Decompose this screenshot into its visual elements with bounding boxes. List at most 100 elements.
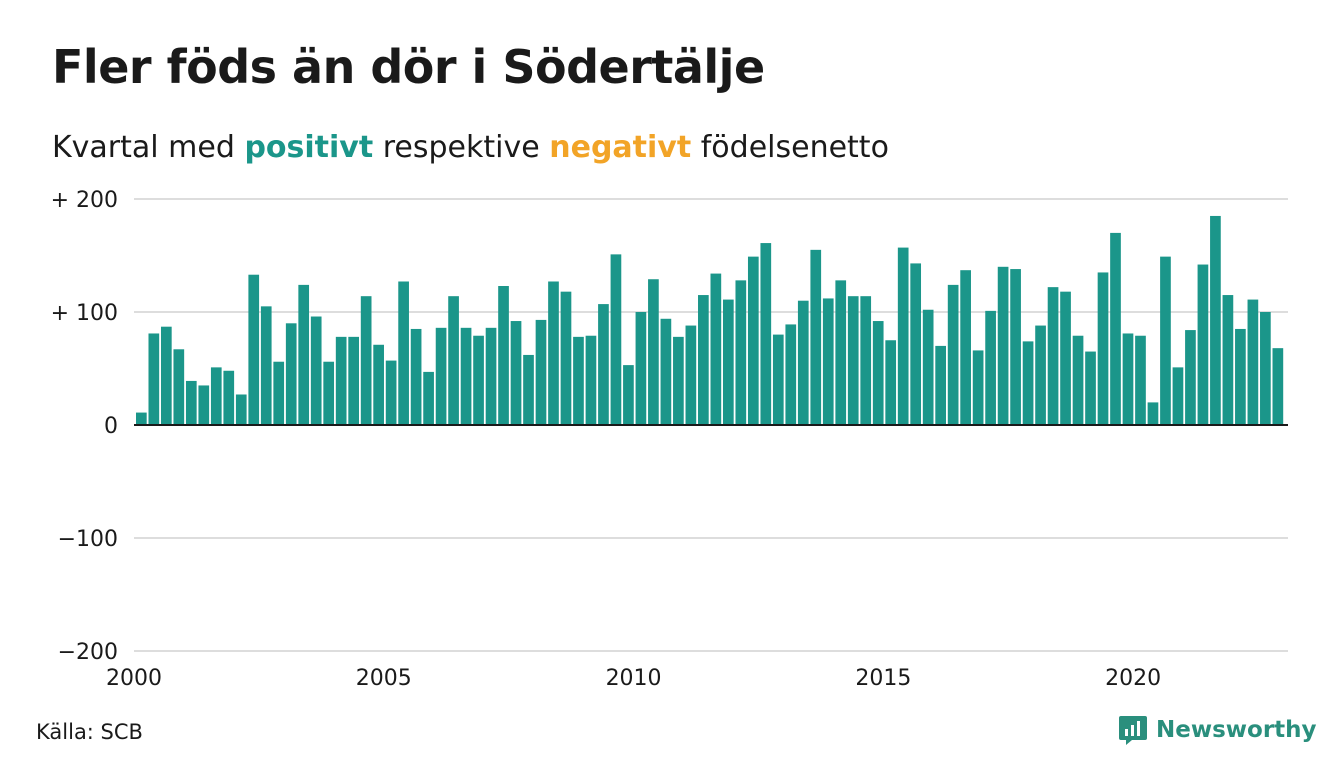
bar <box>1272 348 1284 425</box>
subtitle-negative: negativt <box>549 130 692 165</box>
bar <box>985 310 996 425</box>
bar <box>960 270 971 425</box>
bar <box>698 295 709 425</box>
x-tick-label: 2020 <box>1105 666 1161 691</box>
bar <box>772 334 784 425</box>
bar <box>148 333 160 425</box>
bar <box>623 365 634 425</box>
chart-subtitle: Kvartal med positivt respektive negativt… <box>52 130 889 165</box>
subtitle-text-middle: respektive <box>382 130 540 165</box>
source-note: Källa: SCB <box>36 720 143 744</box>
bar <box>573 336 584 425</box>
bar <box>835 280 847 425</box>
bar <box>935 345 946 425</box>
bar <box>922 309 934 425</box>
bar <box>1097 272 1109 425</box>
subtitle-text-after: födelsenetto <box>700 130 889 165</box>
y-tick-label: −200 <box>58 640 118 665</box>
bar <box>1072 335 1084 425</box>
bar <box>972 350 984 425</box>
bar <box>285 323 297 425</box>
y-tick-label: −100 <box>58 527 118 552</box>
bar <box>1085 351 1096 425</box>
bar <box>747 256 759 425</box>
bar <box>1160 256 1171 425</box>
bar <box>1185 330 1196 425</box>
bar <box>1122 333 1134 425</box>
bar <box>385 360 397 425</box>
bar <box>136 412 147 425</box>
x-tick-label: 2010 <box>606 666 662 691</box>
bar <box>535 319 547 425</box>
bar <box>1010 269 1021 425</box>
bar <box>910 263 922 425</box>
bar <box>860 296 872 425</box>
bar <box>298 284 310 425</box>
x-tick-label: 2000 <box>106 666 162 691</box>
y-tick-label: + 100 <box>51 301 118 326</box>
bar <box>897 247 909 425</box>
bar <box>1222 295 1234 425</box>
bar <box>1110 232 1121 425</box>
bar <box>1247 299 1259 425</box>
bar <box>185 380 197 425</box>
bar <box>785 324 797 425</box>
bar <box>448 296 459 425</box>
bar <box>198 385 210 425</box>
bar <box>498 286 509 425</box>
bar <box>997 266 1009 425</box>
bar <box>685 325 697 425</box>
bar <box>523 354 534 425</box>
bar <box>1172 367 1184 425</box>
bar <box>797 300 809 425</box>
bar <box>872 321 884 425</box>
bar <box>1147 402 1159 425</box>
bar <box>1022 341 1034 425</box>
bar <box>760 243 772 425</box>
subtitle-positive: positivt <box>244 130 374 165</box>
bar <box>1060 291 1071 425</box>
bar <box>398 281 409 425</box>
bar <box>710 273 722 425</box>
x-tick-label: 2015 <box>855 666 911 691</box>
bar <box>260 306 272 425</box>
brand-logo: Newsworthy <box>1118 714 1317 746</box>
bar <box>473 335 484 425</box>
bar <box>947 284 959 425</box>
x-tick-label: 2005 <box>356 666 412 691</box>
bar <box>323 361 335 425</box>
bar <box>173 349 185 425</box>
chart-title: Fler föds än dör i Södertälje <box>52 40 765 94</box>
bar <box>1135 335 1146 425</box>
bar <box>822 298 834 425</box>
bar <box>560 291 572 425</box>
bar <box>360 296 372 425</box>
bar <box>435 327 447 425</box>
bar <box>373 344 384 425</box>
bar <box>673 336 684 425</box>
subtitle-text-before: Kvartal med <box>52 130 235 165</box>
bar <box>1197 264 1209 425</box>
bar <box>235 394 247 425</box>
bar <box>1035 325 1046 425</box>
bar <box>248 274 260 425</box>
bar <box>1210 215 1221 425</box>
bar <box>335 336 347 425</box>
bar <box>273 361 285 425</box>
y-tick-label: 0 <box>104 414 118 439</box>
bar <box>1260 312 1271 425</box>
bar <box>310 316 322 425</box>
bar <box>735 280 747 425</box>
bar <box>1235 328 1246 425</box>
bar <box>847 296 859 425</box>
bar <box>410 328 422 425</box>
bar <box>210 367 222 425</box>
bar <box>1047 287 1059 425</box>
y-tick-label: + 200 <box>51 188 118 213</box>
bar <box>485 327 497 425</box>
bar <box>423 371 434 425</box>
bar <box>648 279 659 425</box>
bar <box>585 335 597 425</box>
bar <box>722 299 734 425</box>
